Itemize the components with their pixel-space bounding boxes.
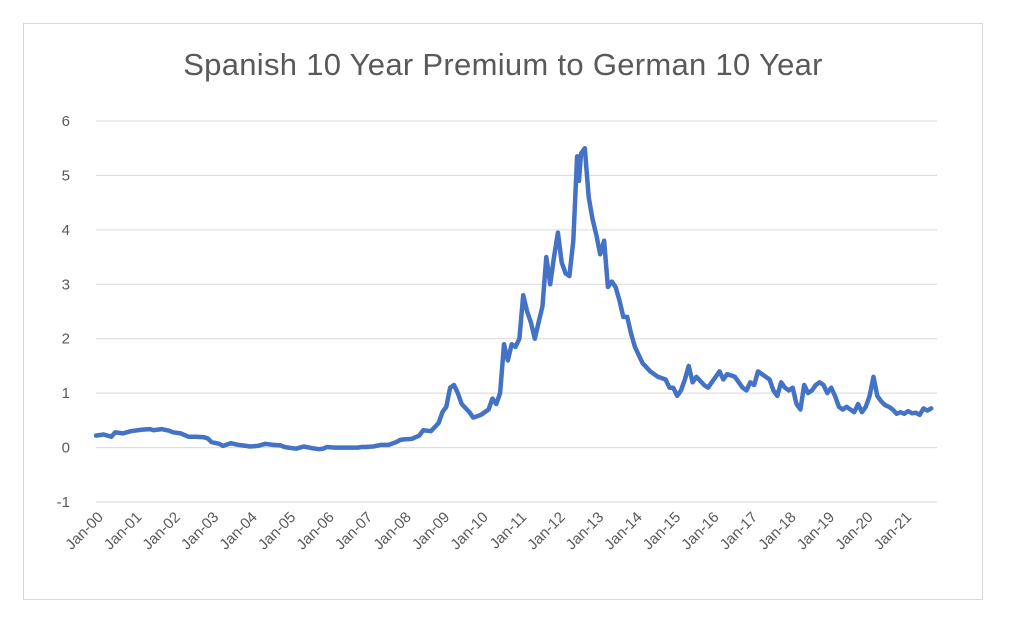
y-tick-label: 4 <box>62 222 70 239</box>
x-tick-label: Jan-11 <box>487 509 531 553</box>
x-tick-label: Jan-15 <box>640 509 684 553</box>
x-tick-label: Jan-06 <box>293 509 337 553</box>
y-tick-label: 3 <box>62 276 70 293</box>
y-tick-label: 2 <box>62 331 70 348</box>
x-tick-label: Jan-03 <box>178 509 222 553</box>
series-group <box>93 145 934 452</box>
x-tick-label: Jan-16 <box>678 509 722 553</box>
x-tick-label: Jan-20 <box>832 509 876 553</box>
y-axis-ticks: -1 0 1 2 3 4 5 6 <box>57 113 70 511</box>
series-line <box>93 145 934 452</box>
x-tick-label: Jan-10 <box>447 509 491 553</box>
chart-frame <box>23 23 983 600</box>
x-tick-label: Jan-13 <box>563 509 607 553</box>
x-tick-label: Jan-19 <box>794 509 838 553</box>
x-tick-label: Jan-09 <box>409 509 453 553</box>
y-tick-label: 6 <box>62 113 70 130</box>
x-tick-label: Jan-12 <box>524 509 568 553</box>
x-tick-label: Jan-00 <box>62 509 106 553</box>
x-tick-label: Jan-02 <box>139 509 183 553</box>
x-tick-label: Jan-04 <box>216 509 260 553</box>
x-tick-label: Jan-14 <box>601 509 645 553</box>
x-tick-label: Jan-21 <box>871 509 915 553</box>
x-tick-label: Jan-01 <box>101 509 145 553</box>
chart-title: Spanish 10 Year Premium to German 10 Yea… <box>183 47 823 82</box>
x-axis-ticks: Jan-00Jan-01Jan-02Jan-03Jan-04Jan-05Jan-… <box>62 509 915 553</box>
y-tick-label: 0 <box>62 440 70 457</box>
x-tick-label: Jan-17 <box>717 509 761 553</box>
x-tick-label: Jan-18 <box>755 509 799 553</box>
y-tick-label: 1 <box>62 385 70 402</box>
x-tick-label: Jan-07 <box>332 509 376 553</box>
y-tick-label: 5 <box>62 167 70 184</box>
x-tick-label: Jan-05 <box>255 509 299 553</box>
gridlines <box>96 120 937 503</box>
y-tick-label: -1 <box>57 494 70 511</box>
x-tick-label: Jan-08 <box>370 509 414 553</box>
